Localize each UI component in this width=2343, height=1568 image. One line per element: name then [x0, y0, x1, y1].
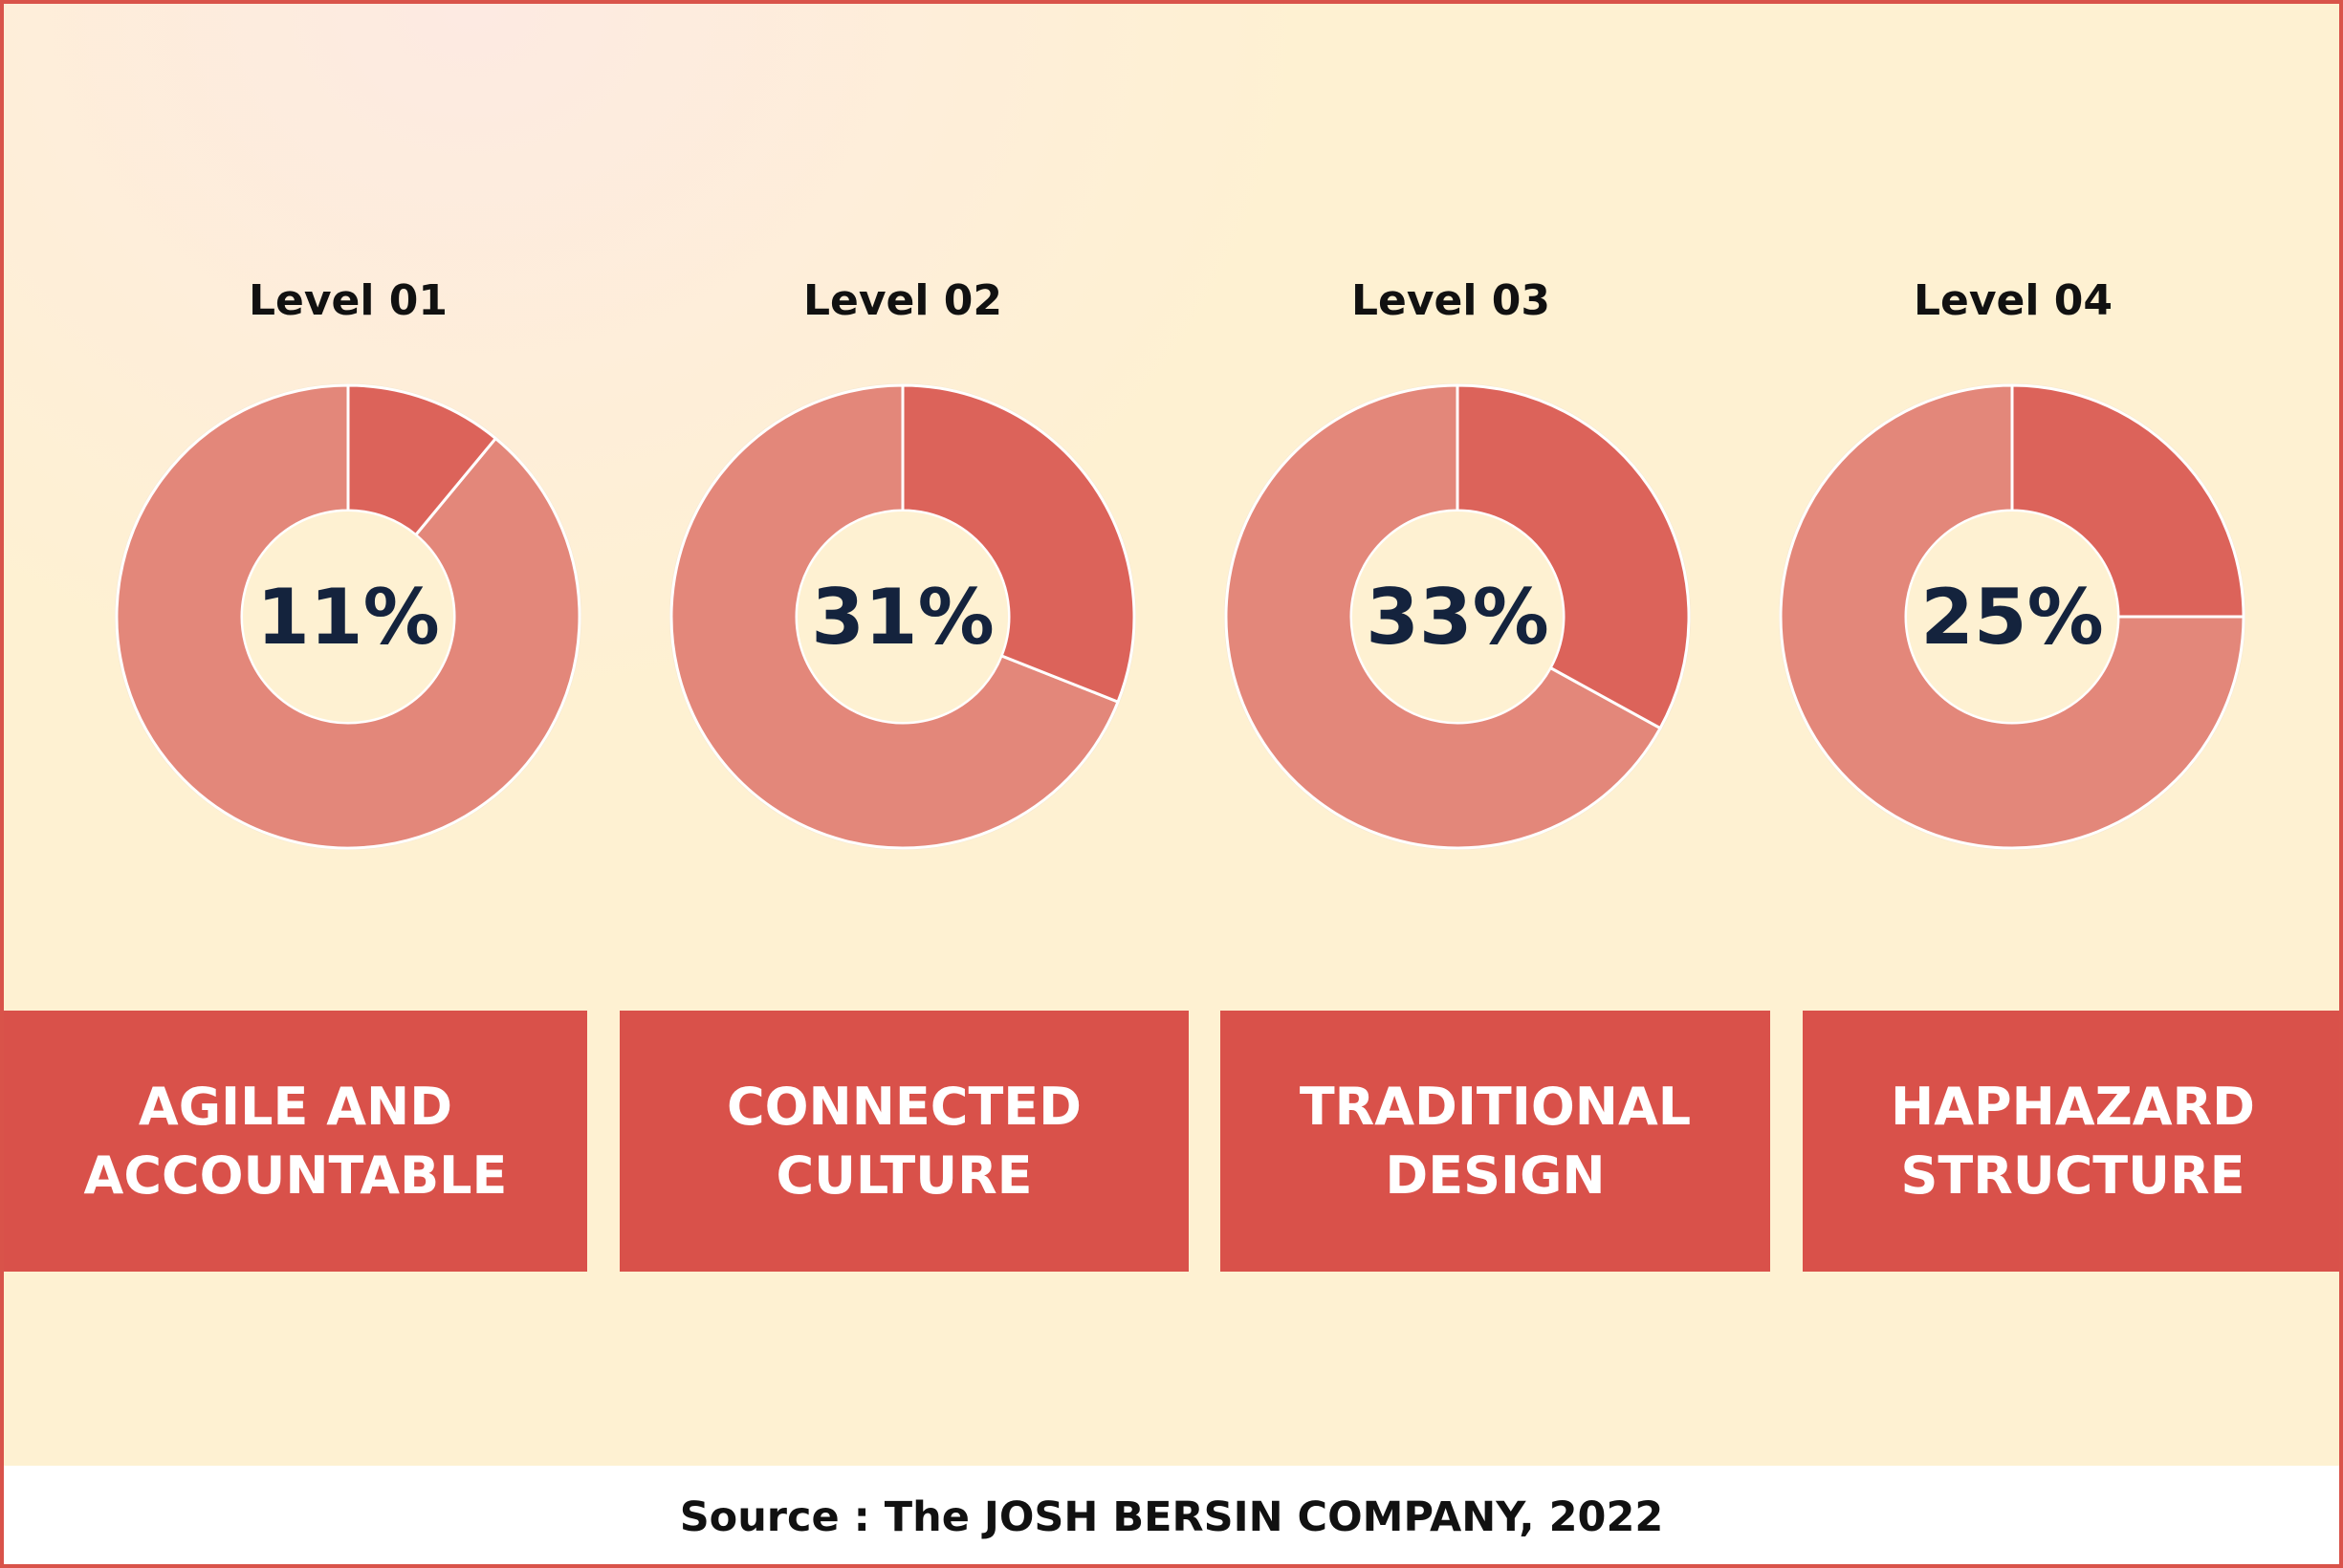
donut-remainder-slice: [115, 383, 581, 850]
donut-remainder-slice: [1224, 383, 1663, 850]
category-box-1: AGILE AND ACCOUNTABLE: [4, 1011, 587, 1272]
percent-label: 31%: [811, 573, 994, 662]
category-box-2: CONNECTED CULTURE: [620, 1011, 1189, 1272]
level-label-4: Level 04: [1913, 276, 2113, 325]
level-label-2: Level 02: [802, 276, 1003, 325]
donut-chart-1: 11%: [115, 383, 581, 850]
donut-value-slice: [1456, 383, 1691, 730]
donut-remainder-slice: [669, 383, 1120, 850]
percent-label: 11%: [256, 573, 439, 662]
level-label-3: Level 03: [1350, 276, 1551, 325]
percent-label: 33%: [1366, 573, 1548, 662]
donut-hole: [243, 512, 453, 722]
category-box-3: TRADITIONAL DESIGN: [1220, 1011, 1770, 1272]
donut-chart-3: 33%: [1224, 383, 1691, 850]
donut-remainder-slice: [1779, 383, 2245, 850]
percent-label: 25%: [1920, 573, 2103, 662]
level-label-1: Level 01: [248, 276, 449, 325]
donut-value-slice: [346, 383, 498, 537]
donut-chart-4: 25%: [1779, 383, 2245, 850]
source-footer: Source : The JOSH BERSIN COMPANY, 2022: [4, 1466, 2339, 1564]
donut-value-slice: [2010, 383, 2245, 619]
donut-hole: [798, 512, 1008, 722]
category-box-4: HAPHAZARD STRUCTURE: [1803, 1011, 2339, 1272]
source-text: Source : The JOSH BERSIN COMPANY, 2022: [679, 1492, 1664, 1541]
donut-hole: [1352, 512, 1563, 722]
donut-hole: [1907, 512, 2117, 722]
donut-value-slice: [901, 383, 1136, 705]
donut-chart-2: 31%: [669, 383, 1136, 850]
